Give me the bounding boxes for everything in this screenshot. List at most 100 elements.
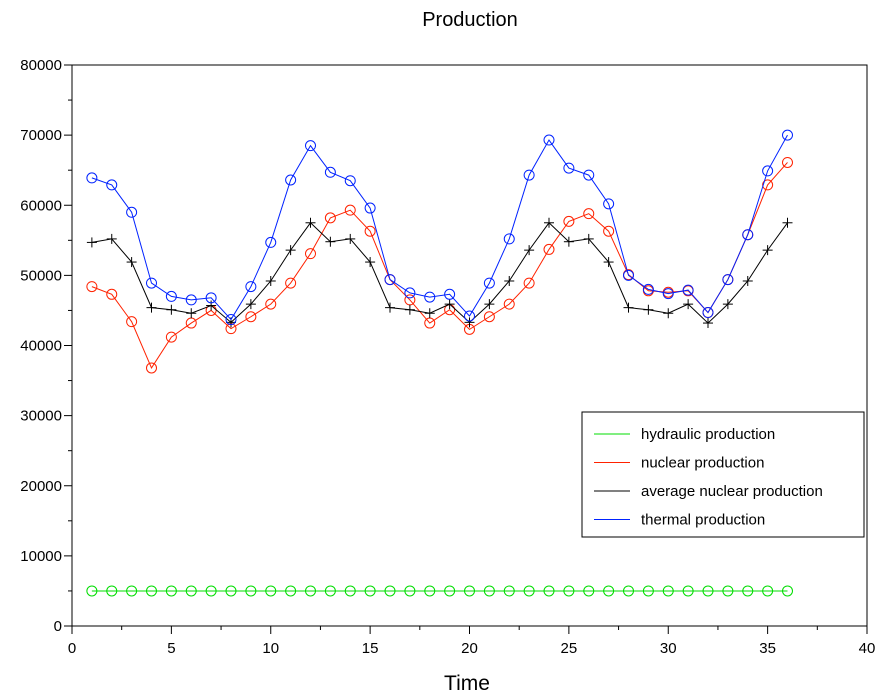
data-point (126, 206, 138, 218)
data-point (523, 585, 535, 597)
data-point (762, 165, 774, 177)
series-line (91, 134, 788, 321)
data-point (642, 585, 654, 597)
data-point (265, 585, 277, 597)
data-point (782, 585, 793, 597)
data-point (742, 585, 754, 597)
data-point (86, 237, 97, 248)
data-point (483, 585, 495, 597)
data-point (364, 585, 376, 597)
data-point (444, 288, 456, 300)
data-point (86, 585, 98, 597)
data-point (703, 318, 713, 329)
data-point (165, 331, 177, 343)
x-tick-label: 40 (859, 640, 876, 657)
y-tick-label: 80000 (20, 57, 62, 74)
x-tick-label: 5 (167, 640, 175, 657)
data-point (424, 291, 436, 303)
legend-item: nuclear production (594, 455, 764, 472)
data-point (206, 300, 217, 311)
x-tick-label: 25 (561, 640, 578, 657)
data-point (305, 585, 316, 597)
x-tick-label: 35 (759, 640, 776, 657)
legend-label: nuclear production (641, 455, 764, 472)
data-point (583, 233, 594, 244)
data-point (344, 585, 356, 597)
data-point (146, 585, 157, 597)
y-tick-label: 50000 (20, 267, 62, 284)
data-point (523, 277, 535, 289)
data-point (623, 269, 634, 281)
data-point (782, 217, 793, 228)
data-point (285, 174, 297, 186)
data-point (524, 245, 535, 256)
data-point (285, 585, 297, 597)
data-point (265, 236, 277, 248)
data-point (643, 304, 654, 315)
legend-label: hydraulic production (641, 426, 775, 443)
data-point (483, 277, 495, 289)
data-point (782, 156, 793, 168)
data-point (583, 208, 595, 220)
data-point (106, 179, 118, 191)
data-point (603, 225, 615, 237)
data-point (464, 585, 475, 597)
data-point (146, 362, 157, 374)
y-tick-label: 20000 (20, 478, 62, 495)
x-axis-title: Time (444, 672, 490, 695)
data-point (563, 236, 574, 247)
legend-item: thermal production (594, 512, 765, 529)
data-point (782, 129, 793, 141)
data-point (344, 175, 356, 187)
data-point (86, 281, 98, 293)
data-point (583, 169, 595, 181)
data-point (265, 298, 277, 310)
data-point (305, 217, 316, 228)
axis-ticks: 0 5 10 15 20 25 30 35 40 0 10000 20000 30000 40000 500… (20, 57, 875, 657)
legend-label: thermal production (641, 512, 765, 529)
data-point (762, 179, 774, 191)
data-point (762, 245, 773, 256)
data-point (245, 311, 257, 323)
data-point (742, 275, 753, 286)
data-point (722, 274, 734, 286)
data-point (106, 288, 118, 300)
data-point (603, 585, 615, 597)
data-point (385, 302, 395, 313)
data-point (325, 236, 336, 247)
data-point (165, 585, 177, 597)
data-point (166, 304, 177, 315)
data-point (146, 277, 157, 289)
data-point (404, 304, 415, 315)
series-thermal-production (86, 129, 793, 326)
data-point (424, 308, 435, 319)
legend-label: average nuclear production (641, 483, 823, 500)
data-point (384, 274, 396, 286)
data-series (86, 129, 793, 597)
data-point (523, 169, 535, 181)
data-point (682, 585, 694, 597)
data-point (245, 299, 256, 310)
data-point (682, 284, 694, 296)
data-point (683, 299, 694, 310)
chart-title: Production (422, 9, 518, 31)
data-point (185, 294, 197, 306)
data-point (702, 585, 714, 597)
data-point (543, 243, 555, 255)
data-point (404, 585, 416, 597)
data-point (762, 585, 774, 597)
data-point (106, 233, 117, 244)
data-point (543, 134, 555, 146)
data-point (444, 299, 455, 310)
data-point (86, 172, 98, 184)
data-point (563, 162, 575, 174)
data-point (344, 204, 356, 216)
data-point (603, 198, 615, 210)
data-point (245, 281, 257, 293)
plot-area (71, 64, 868, 627)
y-tick-label: 10000 (20, 548, 62, 565)
data-point (563, 585, 575, 597)
data-point (563, 215, 575, 227)
data-point (623, 585, 634, 597)
data-point (583, 585, 595, 597)
